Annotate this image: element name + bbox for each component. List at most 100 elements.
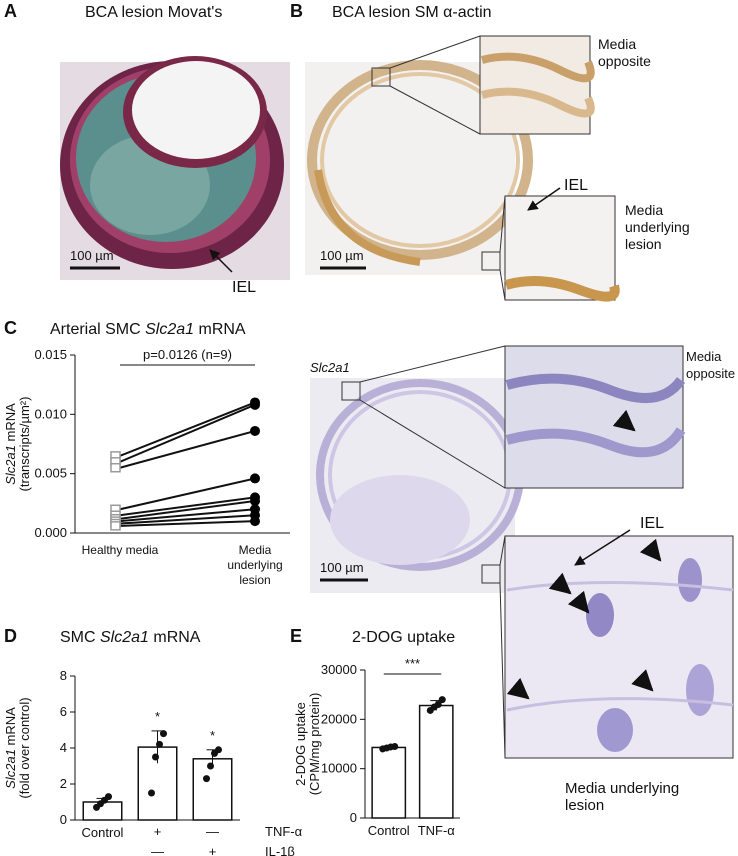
panel-label: D xyxy=(4,626,17,646)
x-tick-label: Control xyxy=(368,823,410,838)
y-axis-label-part: mRNA xyxy=(3,707,18,749)
point xyxy=(148,789,155,797)
y-tick-label: 0.005 xyxy=(34,466,67,481)
treatment-mark: — xyxy=(151,844,164,856)
point xyxy=(152,753,159,761)
scale-bar-label: 100 µm xyxy=(320,248,364,263)
panel-title: BCA lesion Movat's xyxy=(85,4,222,21)
x-tick-label: Control xyxy=(82,825,124,840)
point xyxy=(160,730,167,738)
treatment-mark: + xyxy=(209,844,217,856)
y-axis-label-part: Slc2a1 xyxy=(3,445,18,485)
y-tick-label: 20000 xyxy=(321,711,357,726)
pair-line xyxy=(119,520,256,527)
y-axis-units: (fold over control) xyxy=(17,697,32,798)
annotation: p=0.0126 (n=9) xyxy=(143,347,232,362)
point xyxy=(207,762,214,770)
y-tick-label: 2 xyxy=(60,776,67,791)
treatment-mark: + xyxy=(154,824,162,839)
inset-label: Media opposite xyxy=(598,36,651,69)
y-axis-label: Slc2a1 mRNA xyxy=(3,707,18,789)
title-part: mRNA xyxy=(194,321,246,338)
y-axis-label-part: Slc2a1 xyxy=(3,749,18,789)
y-tick-label: 10000 xyxy=(321,761,357,776)
title-part: Slc2a1 xyxy=(100,629,149,646)
pair-line xyxy=(119,508,256,523)
bar xyxy=(371,746,407,819)
y-tick-label: 0 xyxy=(60,812,67,827)
scale-bar-label: 100 µm xyxy=(70,248,114,263)
panel-label: C xyxy=(4,318,17,338)
arrow xyxy=(574,529,631,566)
point xyxy=(105,793,112,801)
y-tick-label: 6 xyxy=(60,704,67,719)
panel-label: A xyxy=(4,1,17,21)
y-axis-label-part: mRNA xyxy=(3,403,18,445)
y-tick-label: 4 xyxy=(60,740,67,755)
point xyxy=(391,742,399,750)
arrow-label: IEL xyxy=(232,279,256,296)
point xyxy=(156,740,163,748)
x-tick-label: TNF-α xyxy=(418,823,456,838)
treatment-name: TNF-α xyxy=(265,824,303,839)
pair-line xyxy=(119,514,256,525)
pair-line xyxy=(119,401,256,457)
title-part: mRNA xyxy=(149,629,201,646)
y-tick-label: 0.000 xyxy=(34,525,67,540)
pair-line xyxy=(119,496,256,517)
significance: *** xyxy=(405,656,420,671)
panel-title: 2-DOG uptake xyxy=(352,629,455,646)
arrow-label: IEL xyxy=(564,177,588,194)
treatment-name: IL-1β xyxy=(265,844,295,856)
inset-label: Media underlying lesion xyxy=(565,780,680,814)
point xyxy=(250,425,260,436)
point xyxy=(250,399,260,410)
significance: * xyxy=(155,709,160,724)
panel-label: E xyxy=(290,626,302,646)
panel-title: SMC Slc2a1 mRNA xyxy=(60,629,201,646)
arrow xyxy=(527,187,561,211)
x-tick-label: Media underlying lesion xyxy=(227,543,283,587)
arrow xyxy=(209,249,233,273)
arrow-label: IEL xyxy=(640,515,664,532)
scale-bar-label: 100 µm xyxy=(320,560,364,575)
inset-label: Media opposite xyxy=(686,349,736,381)
significance: * xyxy=(210,728,215,743)
micrograph-rnascope xyxy=(310,345,734,759)
point xyxy=(434,701,442,709)
x-tick-label: Healthy media xyxy=(81,543,159,557)
y-axis-units: (transcripts/µm²) xyxy=(17,397,32,492)
y-axis-label-part: 2-DOG uptake xyxy=(293,702,308,786)
pair-line xyxy=(119,499,256,520)
micrograph-movat xyxy=(60,56,290,280)
pair-line xyxy=(119,403,256,463)
y-tick-label: 0 xyxy=(350,810,357,825)
title-part: Slc2a1 xyxy=(145,321,194,338)
y-axis-units: (CPM/mg protein) xyxy=(307,693,322,796)
pair-line xyxy=(119,477,256,511)
treatment-mark: — xyxy=(206,824,219,839)
point xyxy=(215,746,222,754)
y-axis-label: 2-DOG uptake xyxy=(293,702,308,786)
y-axis-label: Slc2a1 mRNA xyxy=(3,403,18,485)
point xyxy=(110,462,121,473)
title-part: SMC xyxy=(60,629,100,646)
point xyxy=(438,696,446,704)
point xyxy=(110,521,121,531)
title-part: Arterial SMC xyxy=(50,321,145,338)
image-title: Slc2a1 xyxy=(310,360,350,375)
panel-label: B xyxy=(290,1,303,21)
y-tick-label: 0.015 xyxy=(34,347,67,362)
point xyxy=(203,775,210,783)
inset-label: Media underlying lesion xyxy=(625,202,690,252)
y-tick-label: 0.010 xyxy=(34,406,67,421)
point xyxy=(250,516,260,527)
micrograph-actin xyxy=(305,35,620,302)
bar xyxy=(418,704,454,819)
panel-title: BCA lesion SM α-actin xyxy=(332,4,492,21)
point xyxy=(250,495,260,506)
pair-line xyxy=(119,429,256,469)
y-tick-label: 8 xyxy=(60,668,67,683)
